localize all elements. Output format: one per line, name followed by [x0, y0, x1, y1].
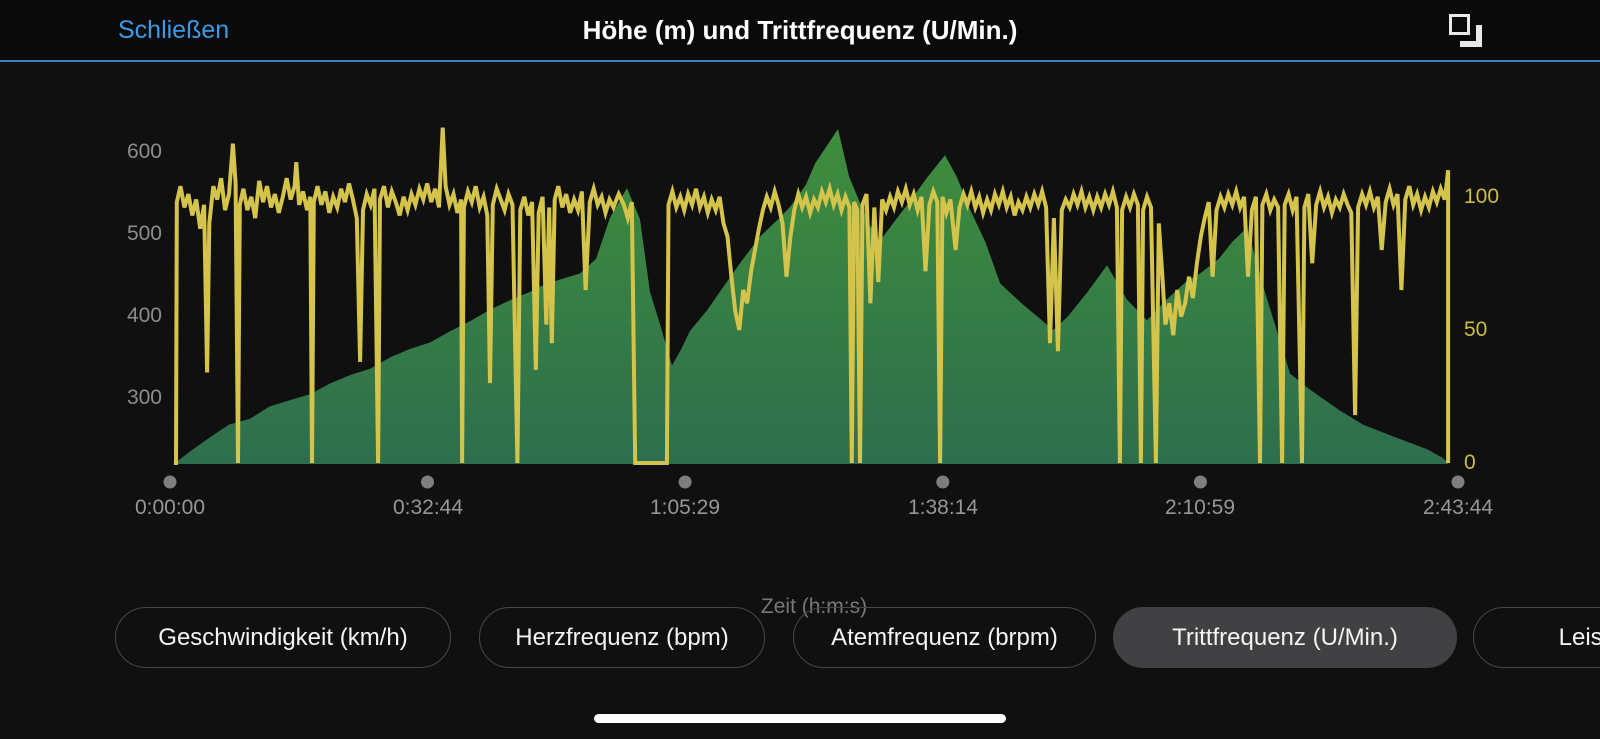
- left-axis-tick-label: 300: [126, 386, 162, 409]
- x-axis-tick-dot[interactable]: [936, 475, 950, 489]
- x-axis-tick-dot[interactable]: [1451, 475, 1465, 489]
- page-title: Höhe (m) und Trittfrequenz (U/Min.): [582, 14, 1018, 45]
- tab-trittfrequenz-u-min[interactable]: Trittfrequenz (U/Min.): [1113, 607, 1457, 668]
- x-axis-tick-label: 2:43:44: [1422, 496, 1494, 519]
- altitude-area-series: [176, 129, 1449, 464]
- overlap-windows-icon-front: [1449, 14, 1470, 35]
- home-indicator[interactable]: [594, 714, 1006, 723]
- tab-geschwindigkeit-km-h[interactable]: Geschwindigkeit (km/h): [115, 607, 451, 668]
- x-axis-tick-dot[interactable]: [163, 475, 177, 489]
- tab-atemfrequenz-brpm[interactable]: Atemfrequenz (brpm): [793, 607, 1096, 668]
- altitude-cadence-chart: [163, 127, 1465, 489]
- tab-herzfrequenz-bpm[interactable]: Herzfrequenz (bpm): [479, 607, 765, 668]
- x-axis-tick-label: 1:38:14: [907, 496, 979, 519]
- close-button[interactable]: Schließen: [118, 15, 230, 44]
- cadence-line-series: [173, 127, 1451, 465]
- right-axis-tick-label: 0: [1464, 451, 1476, 474]
- right-axis-tick-label: 100: [1464, 185, 1500, 208]
- chart-area: Zeit (h:m:s) 600 500 400 300 100 50 0 0:00:00 0:…: [0, 62, 1600, 618]
- overlap-windows-icon-back: [1460, 25, 1482, 47]
- tab-leistung[interactable]: Leistung: [1473, 607, 1600, 668]
- left-axis-tick-label: 500: [126, 222, 162, 245]
- right-axis-tick-label: 50: [1464, 318, 1488, 341]
- x-axis-tick-dot[interactable]: [421, 475, 434, 489]
- x-axis-tick-dot[interactable]: [678, 475, 692, 489]
- x-axis-tick-label: 1:05:29: [649, 496, 721, 519]
- x-axis-tick-label: 0:32:44: [392, 496, 464, 519]
- left-axis-tick-label: 600: [126, 140, 162, 163]
- nav-bar: Schließen Höhe (m) und Trittfrequenz (U/…: [0, 0, 1600, 62]
- x-axis-tick-dot[interactable]: [1193, 475, 1207, 489]
- x-axis-tick-label: 2:10:59: [1164, 496, 1236, 519]
- x-axis-tick-label: 0:00:00: [134, 496, 206, 519]
- left-axis-tick-label: 400: [126, 304, 162, 327]
- x-axis-title: Zeit (h:m:s): [760, 595, 868, 618]
- overlap-windows-icon[interactable]: [1449, 14, 1482, 47]
